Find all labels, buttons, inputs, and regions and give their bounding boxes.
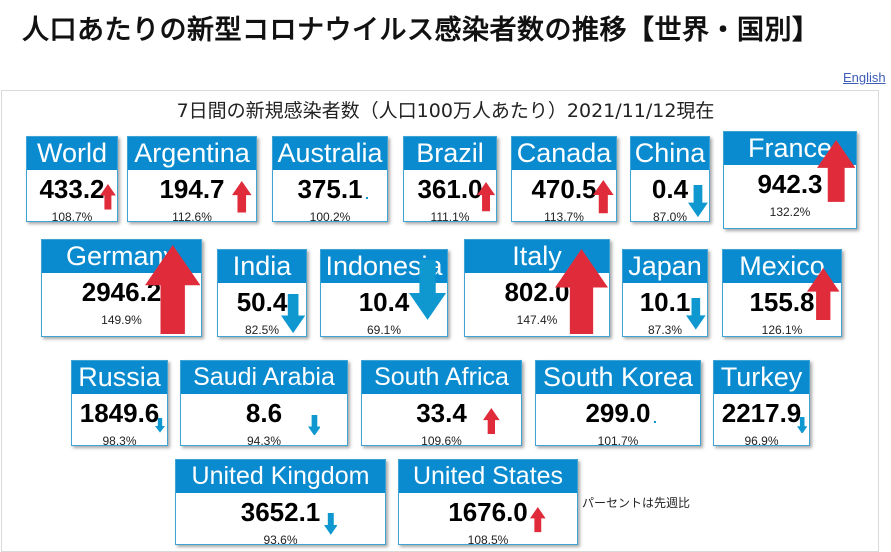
flat-marker-icon: [654, 421, 656, 423]
country-name: Australia: [273, 137, 387, 170]
case-value: 10.4: [358, 287, 410, 317]
country-name: Canada: [512, 137, 616, 170]
case-value: 1849.6: [79, 398, 160, 428]
case-value: 50.4: [236, 287, 288, 317]
arrow-up-icon: [232, 181, 252, 217]
country-name: World: [27, 137, 117, 170]
country-name: Saudi Arabia: [181, 361, 347, 394]
case-value: 10.1: [639, 287, 691, 317]
card-france: France 942.3 132.2%: [723, 131, 857, 229]
case-value: 942.3: [757, 169, 823, 199]
arrow-down-icon: [408, 260, 446, 324]
arrow-up-icon: [144, 244, 200, 338]
arrow-up-icon: [530, 507, 546, 536]
card-germany: Germany 2946.2 149.9%: [41, 239, 202, 337]
case-value: 3652.1: [240, 497, 321, 527]
case-value: 155.8: [749, 287, 815, 317]
arrow-down-icon: [155, 418, 165, 437]
case-value: 0.4: [651, 174, 689, 204]
weekly-change: 96.9%: [744, 434, 779, 448]
arrow-up-icon: [476, 182, 495, 215]
case-value: 361.0: [417, 174, 483, 204]
weekly-change: 108.7%: [51, 210, 93, 224]
arrow-down-icon: [323, 513, 338, 539]
weekly-change: 126.1%: [761, 323, 803, 337]
weekly-change: 93.6%: [263, 533, 298, 547]
country-name: Mexico: [723, 250, 841, 283]
card-saudi-arabia: Saudi Arabia 8.6 94.3%: [180, 360, 348, 448]
card-brazil: Brazil 361.0 111.1%: [403, 136, 497, 224]
case-value: 433.2: [39, 174, 105, 204]
arrow-up-icon: [555, 248, 608, 338]
card-turkey: Turkey 2217.9 96.9%: [713, 360, 810, 448]
arrow-up-icon: [483, 407, 500, 439]
card-australia: Australia 375.1 100.2%: [272, 136, 388, 224]
country-name: Turkey: [714, 361, 809, 394]
weekly-change: 82.5%: [244, 323, 280, 337]
country-name: Russia: [72, 361, 167, 394]
case-value: 470.5: [531, 174, 597, 204]
country-name: Argentina: [128, 137, 256, 170]
card-united-states: United States 1676.0 108.5%: [398, 459, 578, 547]
weekly-change: 101.7%: [597, 434, 639, 448]
card-argentina: Argentina 194.7 112.6%: [127, 136, 257, 224]
arrow-down-icon: [688, 184, 708, 221]
page-title: 人口あたりの新型コロナウイルス感染者数の推移【世界・国別】: [22, 15, 820, 46]
weekly-change: 112.6%: [172, 210, 212, 224]
weekly-change: 69.1%: [366, 323, 402, 337]
card-russia: Russia 1849.6 98.3%: [71, 360, 168, 448]
weekly-change: 109.6%: [421, 434, 462, 448]
arrow-down-icon: [686, 298, 706, 334]
country-name: United States: [399, 460, 577, 493]
card-japan: Japan 10.1 87.3%: [622, 249, 708, 337]
weekly-change: 111.1%: [430, 210, 470, 224]
weekly-change: 113.7%: [544, 210, 584, 224]
weekly-change: 147.4%: [516, 313, 558, 327]
chart-subtitle: 7日間の新規感染者数（人口100万人あたり）2021/11/12現在: [176, 100, 715, 122]
card-italy: Italy 802.0 147.4%: [464, 239, 610, 337]
weekly-change: 132.2%: [769, 205, 811, 219]
arrow-up-icon: [807, 267, 840, 324]
case-value: 2217.9: [721, 398, 802, 428]
card-canada: Canada 470.5 113.7%: [511, 136, 617, 224]
country-name: Brazil: [404, 137, 496, 170]
weekly-change: 87.3%: [647, 323, 683, 337]
weekly-change: 94.3%: [246, 434, 282, 448]
arrow-up-icon: [100, 184, 116, 213]
country-name: China: [631, 137, 709, 170]
country-name: South Africa: [362, 361, 521, 394]
country-name: United Kingdom: [176, 460, 385, 493]
card-south-africa: South Africa 33.4 109.6%: [361, 360, 522, 448]
arrow-down-icon: [796, 416, 807, 438]
case-value: 8.6: [245, 398, 283, 428]
weekly-change: 98.3%: [102, 434, 137, 448]
card-mexico: Mexico 155.8 126.1%: [722, 249, 842, 337]
arrow-down-icon: [307, 414, 321, 440]
english-link[interactable]: English: [843, 70, 886, 85]
arrow-up-icon: [593, 180, 614, 217]
card-indonesia: Indonesia 10.4 69.1%: [320, 249, 448, 337]
weekly-change: 100.2%: [309, 210, 351, 224]
flat-marker-icon: [366, 197, 368, 199]
case-value: 33.4: [416, 398, 467, 428]
case-value: 299.0: [585, 398, 651, 428]
card-united-kingdom: United Kingdom 3652.1 93.6%: [175, 459, 386, 547]
arrow-up-icon: [816, 140, 855, 206]
weekly-change: 108.5%: [467, 533, 509, 547]
card-south-korea: South Korea 299.0 101.7%: [535, 360, 701, 448]
country-name: South Korea: [536, 361, 700, 394]
weekly-change: 87.0%: [652, 210, 688, 224]
percent-note: パーセントは先週比: [582, 496, 691, 510]
card-world: World 433.2 108.7%: [26, 136, 118, 224]
case-value: 375.1: [297, 174, 363, 204]
case-value: 194.7: [159, 174, 225, 204]
case-value: 1676.0: [448, 497, 528, 527]
card-india: India 50.4 82.5%: [217, 249, 307, 337]
weekly-change: 149.9%: [101, 313, 142, 327]
card-china: China 0.4 87.0%: [630, 136, 710, 224]
country-name: India: [218, 250, 306, 283]
arrow-down-icon: [280, 294, 305, 337]
country-name: Japan: [623, 250, 707, 283]
